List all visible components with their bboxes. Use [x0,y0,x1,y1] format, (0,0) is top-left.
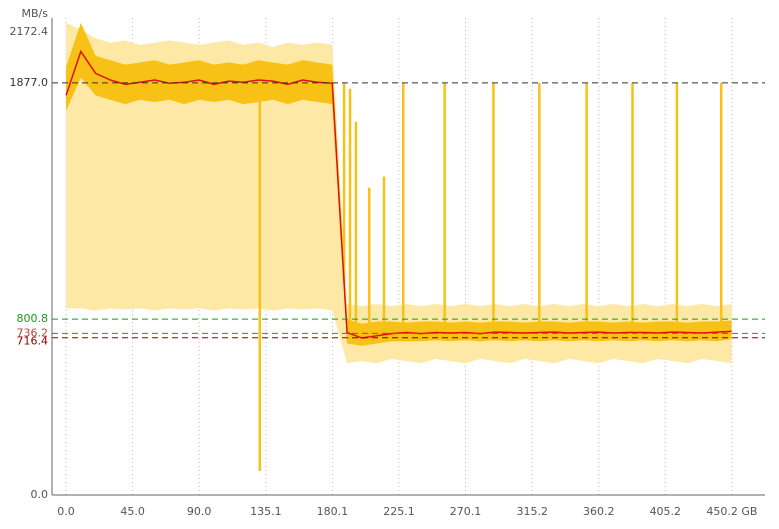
x-tick-label: 225.1 [383,505,415,518]
x-tick-label: 90.0 [187,505,212,518]
reference-label: 716.4 [17,335,49,348]
x-tick-label: 405.2 [650,505,682,518]
x-tick-label: 0.0 [57,505,75,518]
x-tick-label: 270.1 [450,505,482,518]
reference-label: 800.8 [17,312,49,325]
x-tick-label: 315.2 [516,505,548,518]
x-tick-label: 45.0 [120,505,145,518]
range-band [66,22,732,364]
y-tick-label: 2172.4 [10,25,49,38]
x-tick-label: 360.2 [583,505,615,518]
x-tick-label: 135.1 [250,505,282,518]
y-tick-label: 0.0 [31,488,49,501]
reference-label: 736.2 [17,326,49,339]
x-tick-label: 450.2 GB [706,505,757,518]
x-tick-label: 180.1 [317,505,349,518]
reference-label: 1877.0 [10,76,49,89]
y-axis-label: MB/s [22,7,49,20]
